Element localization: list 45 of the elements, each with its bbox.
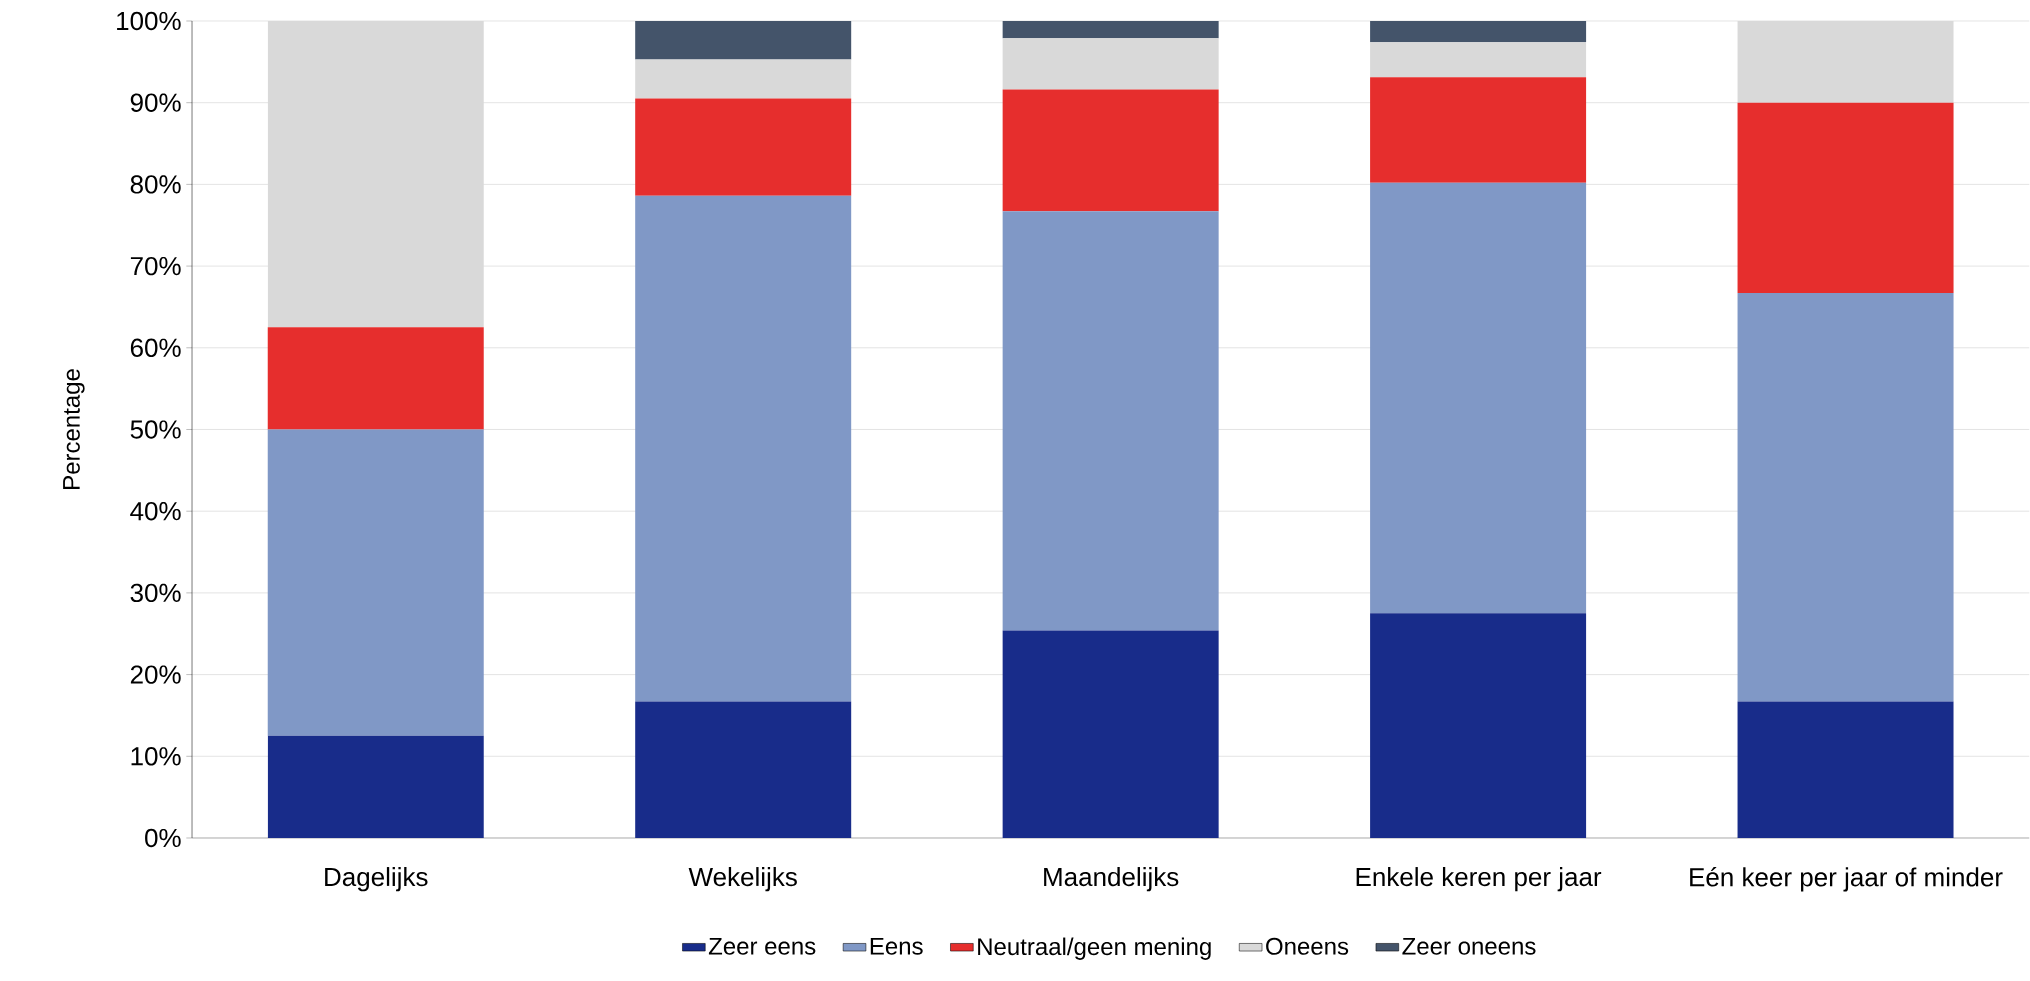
bar — [1002, 211, 1219, 631]
bar — [1737, 20, 1954, 103]
legend-label: Eens — [870, 937, 923, 955]
bar — [1370, 42, 1587, 78]
y-tick-label: 60% — [130, 338, 181, 357]
bar — [267, 429, 484, 736]
bar — [267, 20, 484, 328]
bar — [1002, 20, 1219, 39]
y-axis-title: Percentage — [63, 369, 85, 489]
y-tick-label: 0% — [145, 828, 181, 848]
bar — [1002, 89, 1219, 212]
legend-label: Neutraal/geen mening — [978, 937, 1211, 960]
bar — [635, 20, 852, 60]
x-tick-label: Wekelijks — [688, 867, 797, 892]
x-tick-label: Eén keer per jaar of minder — [1690, 867, 2003, 892]
bar — [635, 195, 852, 702]
bar — [635, 701, 852, 838]
x-tick-label: Maandelijks — [1044, 867, 1179, 892]
y-tick-label: 40% — [130, 501, 181, 521]
legend-label: Zeer oneens — [1402, 937, 1536, 955]
x-tick-label: Enkele keren per jaar — [1356, 867, 1602, 892]
legend-label: Oneens — [1266, 937, 1349, 955]
bar — [1737, 701, 1954, 838]
y-tick-label: 90% — [130, 93, 181, 112]
bar — [1370, 20, 1587, 43]
bar — [267, 735, 484, 838]
bar — [1370, 613, 1587, 838]
bar — [1002, 630, 1219, 838]
y-tick-label: 100% — [117, 11, 181, 31]
bar — [1370, 77, 1587, 183]
y-tick-label: 50% — [130, 420, 181, 439]
x-tick-label: Dagelijks — [325, 867, 428, 892]
y-tick-label: 80% — [130, 175, 181, 194]
y-tick-label: 20% — [130, 665, 181, 684]
bar — [1737, 102, 1954, 294]
legend-label: Zeer eens — [708, 937, 816, 955]
bar — [635, 98, 852, 196]
bar — [1370, 182, 1587, 614]
bar — [1737, 293, 1954, 702]
y-tick-label: 10% — [131, 747, 181, 766]
bar — [635, 59, 852, 99]
y-tick-label: 30% — [130, 583, 181, 603]
y-tick-label: 70% — [130, 256, 181, 276]
bar — [267, 327, 484, 430]
bar — [1002, 38, 1219, 90]
